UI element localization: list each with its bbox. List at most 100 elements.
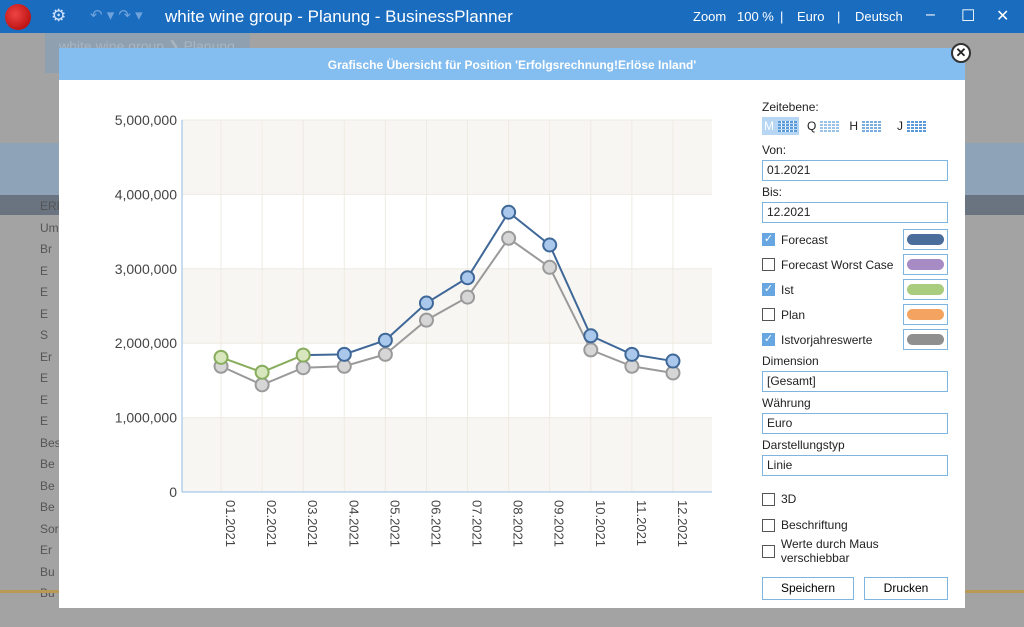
series-label: Forecast bbox=[781, 232, 828, 247]
series-toggle[interactable]: Forecast Worst Case bbox=[762, 252, 948, 277]
option-label: Werte durch Maus verschiebbar bbox=[780, 537, 879, 565]
close-dialog-button[interactable]: ✕ bbox=[951, 43, 971, 63]
background-row: Bes bbox=[40, 435, 61, 450]
data-point bbox=[377, 332, 393, 348]
series-checkbox[interactable] bbox=[762, 308, 775, 321]
series-toggle[interactable]: ✓ Ist bbox=[762, 277, 948, 302]
undo-redo-icon[interactable]: ↶ ▾ ↷ ▾ bbox=[90, 7, 143, 24]
data-point bbox=[583, 328, 599, 344]
data-point bbox=[213, 349, 229, 365]
window-title: white wine group - Planung - BusinessPla… bbox=[165, 7, 513, 26]
zoom-value[interactable]: 100 % bbox=[737, 9, 774, 24]
maximize-icon[interactable]: ☐ bbox=[961, 8, 976, 25]
app-logo-icon bbox=[5, 4, 31, 30]
background-row: Um bbox=[40, 220, 59, 235]
background-row: E bbox=[40, 392, 49, 407]
von-input[interactable]: 01.2021 bbox=[762, 160, 948, 181]
x-tick-label: 02.2021 bbox=[264, 500, 279, 547]
title-bar: ⚙ ↶ ▾ ↷ ▾ white wine group - Planung - B… bbox=[0, 0, 1024, 33]
background-row: Be bbox=[40, 500, 55, 514]
color-swatch bbox=[907, 334, 944, 345]
background-row: ERF bbox=[40, 199, 64, 213]
currency-selector[interactable]: Euro bbox=[797, 9, 825, 24]
gear-icon[interactable]: ⚙ bbox=[51, 6, 67, 25]
waehrung-input[interactable]: Euro bbox=[762, 413, 948, 434]
background-row: Br bbox=[40, 242, 52, 256]
series-color-picker[interactable] bbox=[903, 229, 948, 250]
bis-label: Bis: bbox=[762, 185, 783, 199]
dimension-input[interactable]: [Gesamt] bbox=[762, 371, 948, 392]
x-tick-label: 06.2021 bbox=[428, 500, 443, 547]
data-point bbox=[501, 230, 517, 246]
save-button[interactable]: Speichern bbox=[762, 577, 854, 600]
series-color-picker[interactable] bbox=[903, 304, 948, 325]
data-point bbox=[295, 347, 311, 363]
option-checkbox[interactable] bbox=[762, 492, 775, 506]
darstellungstyp-input[interactable]: Linie bbox=[762, 455, 948, 476]
x-tick-label: 01.2021 bbox=[223, 500, 238, 547]
x-tick-label: 04.2021 bbox=[346, 500, 361, 547]
zeitebene-option-m[interactable]: M bbox=[762, 117, 799, 135]
data-point bbox=[418, 295, 434, 311]
option-checkbox[interactable] bbox=[762, 518, 775, 532]
series-checkbox[interactable]: ✓ bbox=[762, 283, 775, 296]
x-tick-label: 12.2021 bbox=[675, 500, 690, 547]
series-label: Plan bbox=[781, 307, 806, 322]
option-checkbox-row[interactable]: Werte durch Maus verschiebbar bbox=[762, 537, 948, 565]
series-color-picker[interactable] bbox=[903, 329, 948, 350]
option-label: 3D bbox=[781, 492, 797, 506]
chart-dialog: Grafische Übersicht für Position 'Erfolg… bbox=[59, 48, 965, 608]
x-tick-label: 03.2021 bbox=[305, 500, 320, 547]
color-swatch bbox=[907, 284, 944, 295]
data-point bbox=[295, 360, 311, 376]
zeitebene-option-q[interactable]: Q bbox=[805, 117, 841, 135]
data-point bbox=[460, 289, 476, 305]
x-tick-label: 09.2021 bbox=[552, 500, 567, 547]
y-tick-label: 0 bbox=[169, 484, 177, 500]
series-toggle[interactable]: Plan bbox=[762, 302, 948, 327]
waehrung-label: Währung bbox=[762, 396, 811, 410]
data-point bbox=[418, 312, 434, 328]
language-selector[interactable]: Deutsch bbox=[855, 9, 903, 24]
print-button[interactable]: Drucken bbox=[864, 577, 948, 600]
series-toggle[interactable]: ✓ Forecast bbox=[762, 227, 948, 252]
option-checkbox[interactable] bbox=[762, 544, 775, 558]
background-row: E bbox=[40, 285, 49, 299]
x-tick-label: 10.2021 bbox=[593, 500, 608, 547]
option-checkbox-row[interactable]: 3D bbox=[762, 486, 948, 512]
color-swatch bbox=[907, 259, 944, 270]
data-point bbox=[542, 237, 558, 253]
series-color-picker[interactable] bbox=[903, 254, 948, 275]
x-tick-label: 05.2021 bbox=[387, 500, 402, 547]
y-tick-label: 5,000,000 bbox=[115, 112, 177, 128]
year-grid-icon bbox=[907, 120, 927, 132]
series-checkbox[interactable] bbox=[762, 258, 775, 271]
option-checkbox-row[interactable]: Beschriftung bbox=[762, 512, 948, 538]
series-color-picker[interactable] bbox=[903, 279, 948, 300]
series-toggle[interactable]: ✓ Istvorjahreswerte bbox=[762, 327, 948, 352]
zeitebene-option-h[interactable]: H bbox=[847, 117, 883, 135]
x-tick-label: 07.2021 bbox=[470, 500, 485, 547]
series-label: Ist bbox=[781, 282, 794, 297]
background-row: Sor bbox=[40, 521, 59, 536]
darstellungstyp-label: Darstellungstyp bbox=[762, 438, 845, 452]
series-checkbox[interactable]: ✓ bbox=[762, 233, 775, 246]
data-point bbox=[583, 342, 599, 358]
von-label: Von: bbox=[762, 143, 787, 157]
close-window-icon[interactable]: ✕ bbox=[996, 8, 1010, 25]
background-row: S bbox=[40, 328, 49, 342]
data-point bbox=[336, 346, 352, 362]
y-tick-label: 1,000,000 bbox=[115, 410, 177, 426]
line-chart: 0 1,000,000 2,000,000 3,000,000 4,000,000 5,0… bbox=[115, 112, 712, 547]
zeitebene-option-j[interactable]: J bbox=[895, 117, 928, 135]
series-checkbox[interactable]: ✓ bbox=[762, 333, 775, 346]
series-label: Istvorjahreswerte bbox=[781, 332, 873, 347]
quarter-grid-icon bbox=[820, 120, 840, 132]
minimize-icon[interactable]: – bbox=[926, 6, 935, 23]
data-point bbox=[665, 353, 681, 369]
bis-input[interactable]: 12.2021 bbox=[762, 202, 948, 223]
zeitebene-selector: M Q H J bbox=[762, 117, 948, 135]
plot-band bbox=[182, 268, 712, 344]
dimension-label: Dimension bbox=[762, 354, 819, 368]
x-tick-label: 08.2021 bbox=[511, 500, 526, 547]
